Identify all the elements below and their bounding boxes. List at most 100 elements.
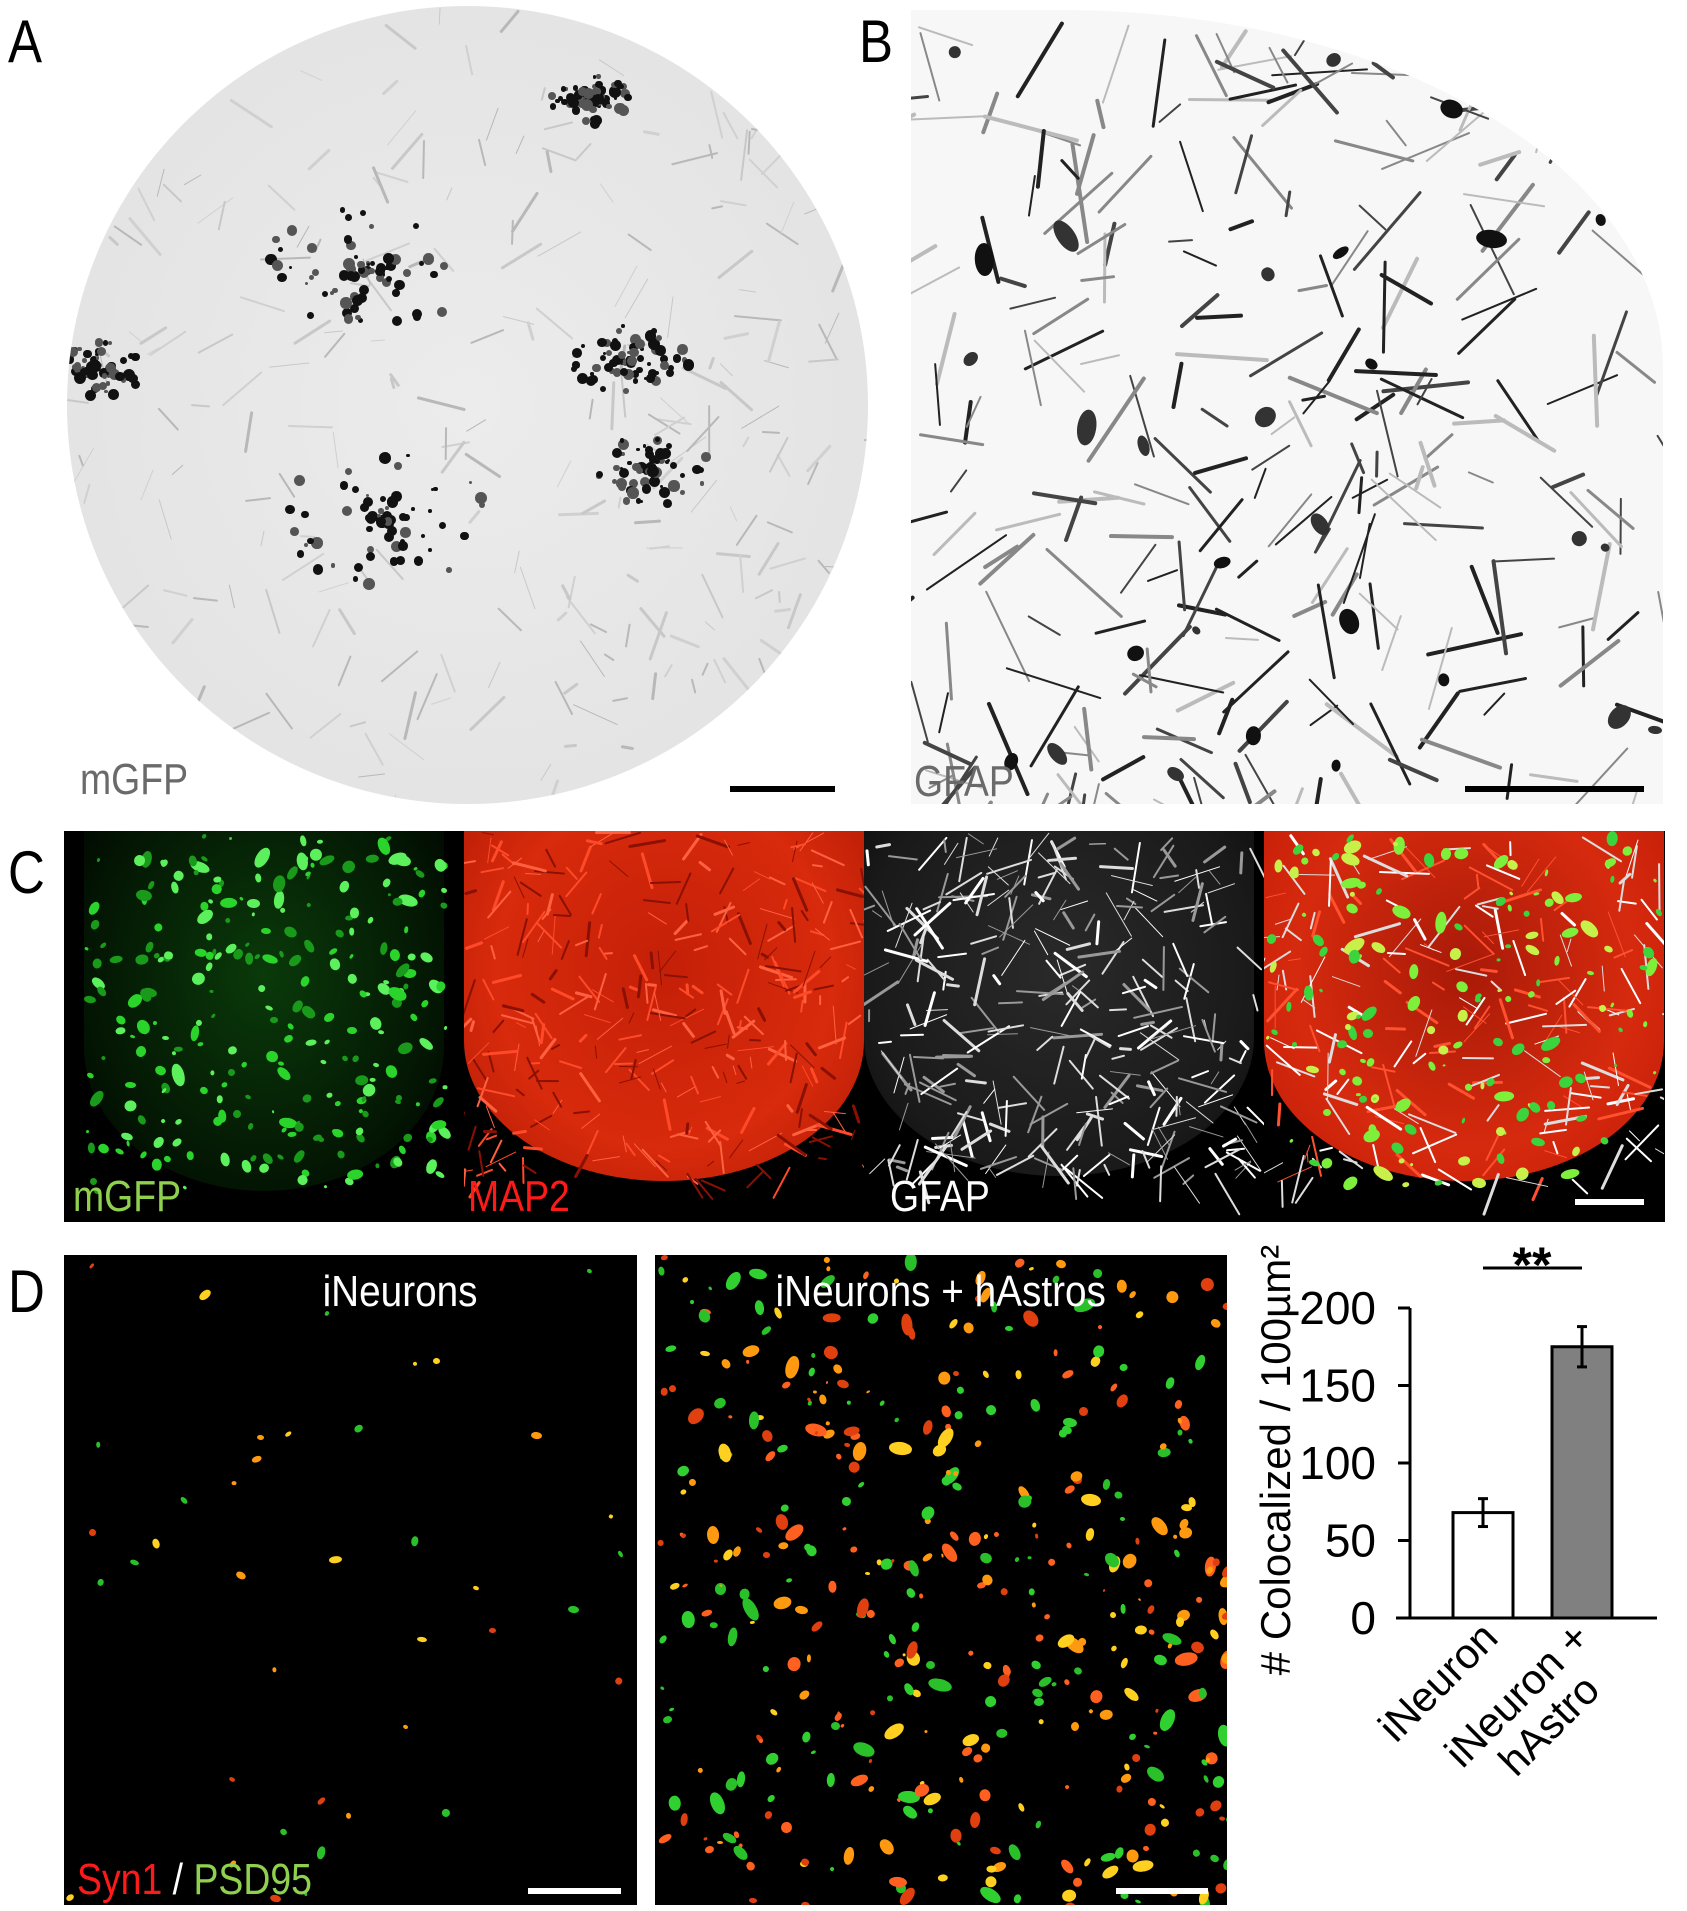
astrocyte-cluster: [460, 531, 469, 540]
astrocyte-cluster: [594, 88, 602, 95]
astrocyte-cluster: [422, 253, 435, 266]
astrocyte-cluster: [341, 308, 352, 319]
astrocyte-cluster: [82, 358, 87, 364]
astrocyte-cluster: [622, 359, 630, 367]
astrocyte-cluster: [560, 86, 567, 92]
astrocyte-cluster: [131, 352, 141, 362]
astrocyte-cluster: [603, 351, 607, 355]
astrocyte-cluster: [642, 444, 647, 449]
astrocyte-cluster: [343, 235, 353, 244]
astrocyte-cluster: [311, 268, 320, 276]
astrocyte-cluster: [369, 261, 375, 267]
astrocyte-cluster: [272, 260, 284, 272]
astrocyte-cluster: [669, 461, 677, 469]
astrocyte-cluster: [87, 369, 98, 381]
astrocyte-cluster: [446, 566, 452, 573]
astrocyte-cluster: [578, 86, 587, 96]
astrocyte-cluster: [612, 448, 622, 459]
astrocyte-cluster: [290, 526, 300, 536]
panel-b-letter: B: [859, 8, 894, 75]
astrocyte-cluster: [430, 270, 438, 279]
astrocyte-cluster: [345, 214, 352, 221]
astrocyte-cluster: [101, 372, 108, 379]
astrocyte-cluster: [618, 83, 625, 90]
astrocyte-cluster: [400, 527, 412, 539]
astrocyte-cluster: [84, 390, 96, 402]
astrocyte-cluster: [571, 106, 581, 115]
panel-d-scale-bar-right: [1116, 1888, 1208, 1894]
astrocyte-cluster: [104, 389, 108, 393]
astrocyte-cluster: [613, 464, 620, 472]
astrocyte-cluster: [640, 500, 644, 504]
astrocyte-cluster: [366, 545, 375, 554]
astrocyte-cluster: [583, 88, 595, 100]
astrocyte-cluster: [329, 290, 334, 296]
astrocyte-cluster: [391, 491, 402, 502]
astrocyte-cluster: [430, 488, 435, 492]
astrocyte-cluster: [405, 453, 410, 458]
astrocyte-cluster: [627, 487, 639, 499]
astrocyte-cluster: [643, 377, 647, 381]
panel-c-gfap-image: [864, 831, 1264, 1222]
astrocyte-cluster: [468, 480, 473, 484]
astrocyte-cluster: [360, 503, 370, 513]
astrocyte-cluster: [363, 577, 376, 590]
astrocyte-cluster: [677, 344, 688, 355]
astrocyte-cluster: [555, 98, 561, 104]
astrocyte-cluster: [682, 359, 695, 372]
panel-d-scale-bar-left: [528, 1888, 621, 1894]
astrocyte-cluster: [629, 342, 639, 352]
astrocyte-cluster: [571, 365, 578, 373]
astrocyte-cluster: [330, 562, 336, 568]
astrocyte-cluster: [410, 507, 415, 512]
panel-d-title-ineurons: iNeurons: [64, 1270, 737, 1314]
astrocyte-cluster: [296, 550, 305, 558]
astrocyte-cluster: [286, 225, 298, 236]
astrocyte-cluster: [102, 340, 109, 346]
astrocyte-cluster: [631, 370, 640, 378]
astrocyte-cluster: [412, 222, 420, 230]
astrocyte-cluster: [77, 346, 82, 352]
astrocyte-cluster: [98, 381, 107, 391]
panel-c-letter: C: [8, 839, 45, 906]
astrocyte-cluster: [645, 446, 653, 455]
astrocyte-cluster: [339, 207, 346, 213]
astrocyte-cluster: [386, 276, 393, 283]
astrocyte-cluster: [105, 381, 111, 386]
panel-c-map2-image: [464, 831, 864, 1222]
astrocyte-cluster: [83, 350, 92, 359]
astrocyte-cluster: [340, 297, 352, 309]
astrocyte-cluster: [413, 556, 424, 566]
astrocyte-cluster: [636, 366, 643, 374]
astrocyte-cluster: [654, 459, 660, 465]
astrocyte-cluster: [585, 376, 596, 387]
y-tick-label: 100: [1299, 1437, 1376, 1489]
stain-syn1: Syn1: [77, 1855, 163, 1904]
astrocyte-cluster: [603, 98, 609, 104]
astrocyte-cluster: [645, 373, 655, 383]
astrocyte-cluster: [581, 116, 591, 126]
astrocyte-cluster: [383, 531, 395, 542]
astrocyte-cluster: [67, 347, 78, 358]
astrocyte-cluster: [565, 93, 575, 102]
astrocyte-cluster: [307, 537, 314, 544]
astrocyte-cluster: [119, 356, 128, 364]
panel-d-ineurons-image: [64, 1255, 637, 1905]
astrocyte-cluster: [358, 284, 370, 296]
panel-d-title-ineurons-text: iNeurons: [323, 1267, 478, 1316]
astrocyte-cluster: [73, 361, 82, 370]
astrocyte-cluster: [627, 355, 637, 366]
astrocyte-cluster: [649, 465, 655, 472]
astrocyte-cluster: [596, 74, 601, 79]
astrocyte-cluster: [692, 464, 702, 475]
panel-d-title-ineurons-hastros: iNeurons + hAstros: [655, 1270, 1227, 1314]
astrocyte-cluster: [368, 267, 375, 275]
astrocyte-cluster: [332, 288, 338, 294]
astrocyte-cluster: [654, 370, 659, 376]
panel-c-mgfp-image: [64, 831, 464, 1222]
astrocyte-cluster: [419, 261, 425, 267]
astrocyte-cluster: [94, 338, 104, 347]
astrocyte-cluster: [346, 271, 357, 282]
astrocyte-cluster: [96, 346, 106, 356]
astrocyte-cluster: [128, 352, 135, 359]
